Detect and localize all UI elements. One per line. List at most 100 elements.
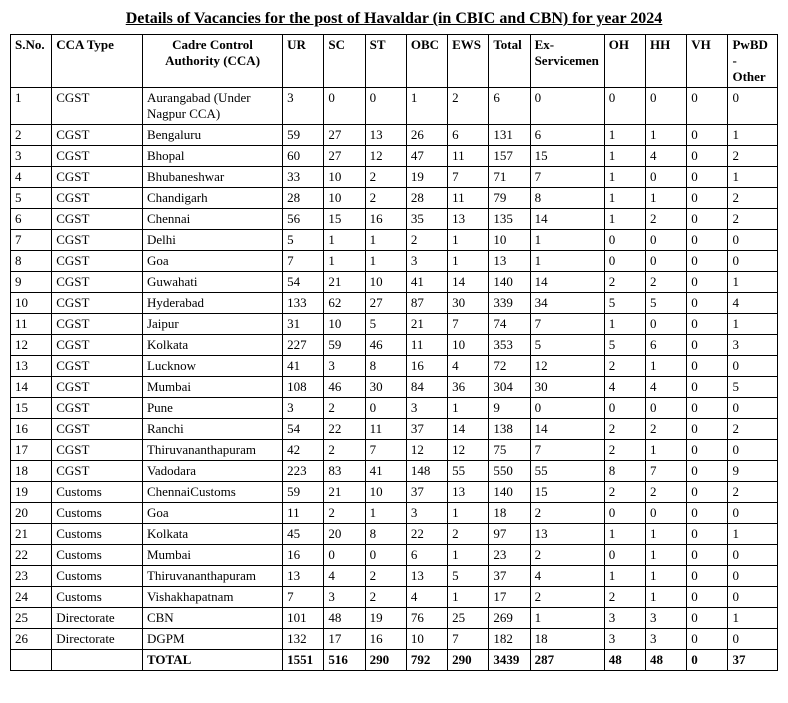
cell-vh: 0 xyxy=(687,650,728,671)
cell-pwbd: 2 xyxy=(728,146,778,167)
cell-sc: 48 xyxy=(324,608,365,629)
cell-sc: 2 xyxy=(324,503,365,524)
table-row: 7CGSTDelhi511211010000 xyxy=(11,230,778,251)
cell-cca: Thiruvananthapuram xyxy=(142,440,282,461)
cell-ur: 101 xyxy=(283,608,324,629)
cell-ews: 1 xyxy=(448,398,489,419)
table-row: 18CGSTVadodara223834114855550558709 xyxy=(11,461,778,482)
cell-ex: 15 xyxy=(530,146,604,167)
cell-st: 10 xyxy=(365,272,406,293)
cell-obc: 28 xyxy=(406,188,447,209)
cell-ex: 2 xyxy=(530,545,604,566)
cell-sc: 62 xyxy=(324,293,365,314)
cell-sno: 17 xyxy=(11,440,52,461)
cell-obc: 12 xyxy=(406,440,447,461)
cell-hh: 0 xyxy=(646,167,687,188)
cell-total-label: TOTAL xyxy=(142,650,282,671)
cell-sno: 23 xyxy=(11,566,52,587)
table-row-total: TOTAL155151629079229034392874848037 xyxy=(11,650,778,671)
cell-ex: 34 xyxy=(530,293,604,314)
cell-hh: 2 xyxy=(646,419,687,440)
cell-cca: Aurangabad (Under Nagpur CCA) xyxy=(142,88,282,125)
cell-type: Customs xyxy=(52,566,143,587)
cell-ex: 287 xyxy=(530,650,604,671)
cell-pwbd: 2 xyxy=(728,188,778,209)
cell-ur: 16 xyxy=(283,545,324,566)
cell-type xyxy=(52,650,143,671)
cell-oh: 0 xyxy=(604,503,645,524)
cell-ews: 10 xyxy=(448,335,489,356)
cell-pwbd: 0 xyxy=(728,230,778,251)
cell-ews: 2 xyxy=(448,88,489,125)
cell-cca: Chennai xyxy=(142,209,282,230)
cell-oh: 2 xyxy=(604,272,645,293)
cell-oh: 0 xyxy=(604,398,645,419)
cell-st: 19 xyxy=(365,608,406,629)
cell-ur: 45 xyxy=(283,524,324,545)
cell-cca: Delhi xyxy=(142,230,282,251)
cell-total: 138 xyxy=(489,419,530,440)
cell-hh: 1 xyxy=(646,440,687,461)
cell-cca: Kolkata xyxy=(142,335,282,356)
cell-sc: 46 xyxy=(324,377,365,398)
cell-obc: 10 xyxy=(406,629,447,650)
cell-obc: 87 xyxy=(406,293,447,314)
cell-st: 41 xyxy=(365,461,406,482)
cell-oh: 3 xyxy=(604,608,645,629)
cell-sno xyxy=(11,650,52,671)
cell-obc: 21 xyxy=(406,314,447,335)
cell-ews: 25 xyxy=(448,608,489,629)
cell-oh: 2 xyxy=(604,419,645,440)
cell-pwbd: 2 xyxy=(728,209,778,230)
cell-ews: 14 xyxy=(448,419,489,440)
cell-ur: 227 xyxy=(283,335,324,356)
cell-ur: 7 xyxy=(283,251,324,272)
table-row: 23CustomsThiruvananthapuram1342135374110… xyxy=(11,566,778,587)
table-row: 11CGSTJaipur311052177471001 xyxy=(11,314,778,335)
cell-ur: 13 xyxy=(283,566,324,587)
cell-pwbd: 0 xyxy=(728,629,778,650)
cell-ex: 14 xyxy=(530,419,604,440)
cell-pwbd: 3 xyxy=(728,335,778,356)
cell-total: 269 xyxy=(489,608,530,629)
cell-type: CGST xyxy=(52,188,143,209)
cell-pwbd: 4 xyxy=(728,293,778,314)
cell-st: 30 xyxy=(365,377,406,398)
cell-pwbd: 2 xyxy=(728,482,778,503)
cell-vh: 0 xyxy=(687,125,728,146)
cell-st: 1 xyxy=(365,251,406,272)
cell-ews: 6 xyxy=(448,125,489,146)
cell-ur: 223 xyxy=(283,461,324,482)
cell-sno: 16 xyxy=(11,419,52,440)
cell-pwbd: 1 xyxy=(728,608,778,629)
cell-sno: 3 xyxy=(11,146,52,167)
cell-sno: 13 xyxy=(11,356,52,377)
cell-obc: 26 xyxy=(406,125,447,146)
cell-sc: 4 xyxy=(324,566,365,587)
cell-sc: 3 xyxy=(324,356,365,377)
cell-pwbd: 0 xyxy=(728,587,778,608)
cell-type: CGST xyxy=(52,125,143,146)
cell-cca: Kolkata xyxy=(142,524,282,545)
cell-obc: 37 xyxy=(406,482,447,503)
cell-type: Customs xyxy=(52,545,143,566)
cell-st: 2 xyxy=(365,167,406,188)
cell-cca: Ranchi xyxy=(142,419,282,440)
cell-hh: 3 xyxy=(646,629,687,650)
cell-ex: 18 xyxy=(530,629,604,650)
cell-oh: 0 xyxy=(604,545,645,566)
page-title: Details of Vacancies for the post of Hav… xyxy=(10,10,778,28)
cell-cca: Guwahati xyxy=(142,272,282,293)
cell-oh: 5 xyxy=(604,335,645,356)
cell-obc: 47 xyxy=(406,146,447,167)
cell-ur: 42 xyxy=(283,440,324,461)
cell-ur: 33 xyxy=(283,167,324,188)
cell-pwbd: 9 xyxy=(728,461,778,482)
cell-sno: 2 xyxy=(11,125,52,146)
cell-oh: 1 xyxy=(604,188,645,209)
cell-hh: 2 xyxy=(646,209,687,230)
cell-obc: 76 xyxy=(406,608,447,629)
cell-ur: 3 xyxy=(283,88,324,125)
cell-sc: 59 xyxy=(324,335,365,356)
cell-ex: 14 xyxy=(530,272,604,293)
